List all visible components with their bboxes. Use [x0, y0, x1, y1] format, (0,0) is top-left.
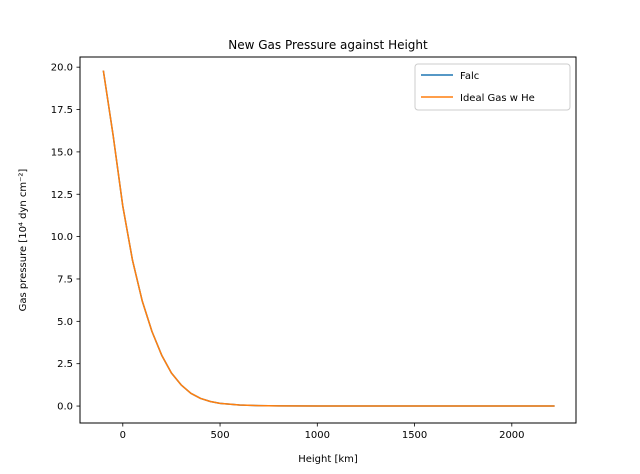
- legend-label-2: Ideal Gas w He: [460, 93, 535, 104]
- x-tick-label: 1500: [402, 430, 427, 441]
- legend-label-1: Falc: [460, 71, 479, 82]
- y-tick-label: 5.0: [57, 317, 73, 328]
- plot-frame: [79, 56, 577, 424]
- legend: Falc Ideal Gas w He: [414, 63, 571, 111]
- chart-title: New Gas Pressure against Height: [228, 38, 428, 52]
- x-axis-ticks: 0 500 1000 1500 2000: [120, 423, 525, 441]
- x-tick-label: 1000: [305, 430, 330, 441]
- y-tick-label: 10.0: [51, 232, 73, 243]
- y-tick-label: 12.5: [51, 190, 73, 201]
- y-tick-label: 2.5: [57, 359, 73, 370]
- x-tick-label: 0: [120, 430, 126, 441]
- y-tick-label: 7.5: [57, 274, 73, 285]
- plot-lines: [102, 70, 555, 407]
- legend-box: [414, 63, 571, 111]
- y-tick-label: 20.0: [51, 63, 73, 74]
- x-axis-label: Height [km]: [298, 454, 358, 465]
- y-tick-label: 15.0: [51, 147, 73, 158]
- series-line-1: [102, 70, 555, 407]
- series-line-2: [102, 70, 555, 407]
- y-axis-ticks: 0.0 2.5 5.0 7.5 10.0 12.5 15.0 17.5 20.0: [51, 63, 80, 413]
- y-tick-label: 0.0: [57, 402, 73, 413]
- x-tick-label: 2000: [499, 430, 524, 441]
- y-axis-label: Gas pressure [10⁴ dyn cm⁻²]: [18, 169, 29, 312]
- x-tick-label: 500: [211, 430, 230, 441]
- y-tick-label: 17.5: [51, 105, 73, 116]
